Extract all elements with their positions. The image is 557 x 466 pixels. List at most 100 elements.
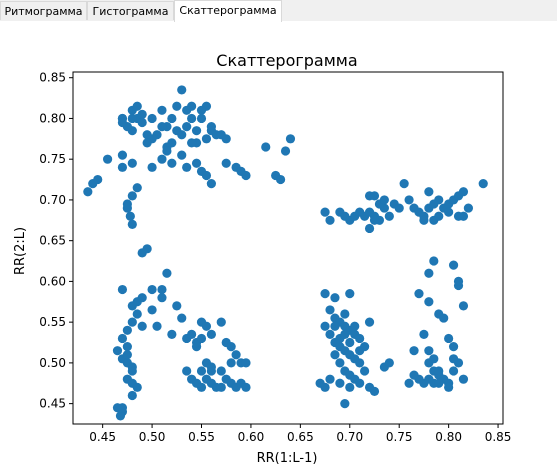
tab-bar: Ритмограмма Гистограмма Скаттерограмма [0,0,557,22]
scatter-point [216,317,226,327]
scatter-point [261,142,271,152]
scatter-point [177,85,187,95]
scatter-point [320,382,330,392]
scatter-point [157,293,167,303]
scatter-point [132,101,142,111]
scatter-point [350,321,360,331]
scatter-point [201,321,212,331]
scatter-point [345,289,355,299]
scatter-point [424,346,434,356]
scatter-point [404,195,414,205]
chart-panel: Скаттерограмма 0.45 0.50 0.55 0.60 0.65 0.70 0… [0,21,557,466]
scatter-point [142,244,152,254]
scatter-point [355,358,365,368]
scatter-point [221,134,231,144]
scatter-point [157,154,167,164]
scatter-point [330,350,340,360]
scatter-point [355,378,365,388]
data-points [83,85,488,421]
y-tick-label: 0.45 [39,397,66,411]
y-tick-label: 0.85 [39,71,66,85]
scatter-point [364,317,375,327]
tab-scattergram[interactable]: Скаттерограмма [174,0,282,22]
scatter-point [478,179,488,189]
y-axis-label: RR(2:L) [13,227,28,275]
scatter-point [434,366,444,376]
scatter-point [434,211,444,221]
scatter-point [345,382,355,392]
scatter-point [187,329,197,339]
scatter-point [458,187,469,197]
scatter-point [320,321,330,331]
scatter-point [122,350,132,360]
scatter-point [458,374,469,384]
axes: 0.45 0.50 0.55 0.60 0.65 0.70 0.75 0.80 0.85 0.45… [39,71,511,444]
scatter-point [127,158,137,168]
scatter-point [424,297,434,307]
x-tick-label: 0.65 [287,430,314,444]
scatter-point [355,346,365,356]
scatter-point [152,321,162,331]
scatter-point [419,215,429,225]
scatter-point [369,386,380,397]
scatter-point [280,146,291,156]
scatter-point [216,366,226,376]
scatter-point [320,207,330,217]
scatter-point [448,354,459,364]
scatter-point [453,276,464,287]
scatter-point [448,341,459,352]
tab-histogram[interactable]: Гистограмма [87,1,174,20]
scatter-point [157,121,167,132]
scatter-point [419,329,429,339]
scatter-point [231,350,241,360]
y-tick-label: 0.75 [39,152,66,166]
scatter-point [345,337,355,348]
scatter-point [127,191,137,201]
scatter-point [177,150,187,160]
scatter-point [196,333,207,344]
scatter-point [172,101,182,111]
scatter-point [201,170,212,181]
scatter-point [196,113,207,124]
scatter-point [187,101,197,111]
scatter-point [439,313,449,323]
scatter-point [285,134,296,144]
scatter-point [182,162,192,172]
scatter-point [196,105,207,115]
scatter-point [182,366,192,376]
scatter-point [409,346,419,356]
scatter-point [147,113,157,124]
scatter-point [117,150,128,160]
scatter-point [191,158,202,168]
scatter-point [226,341,236,352]
scatter-point [335,378,345,388]
scatter-point [275,174,286,185]
scatter-point [448,260,459,270]
scatter-point [384,211,394,221]
scatter-point [394,203,404,213]
scatter-point [325,329,335,339]
scatter-point [142,138,152,148]
scatter-point [201,134,212,144]
scatter-point [147,284,157,295]
y-tick-label: 0.55 [39,315,66,329]
scatter-point [325,215,335,225]
scatter-point [458,211,469,221]
scatter-point [463,203,474,213]
scatter-point [429,199,439,209]
scatter-point [424,374,434,384]
scatter-point [102,154,113,164]
scatter-point [320,289,330,299]
scatter-point [444,333,454,344]
scatter-point [117,333,128,344]
scatter-point [83,187,93,197]
tab-rhythmogram[interactable]: Ритмограмма [0,1,87,20]
scatter-point [115,411,126,421]
scatter-point [448,366,459,376]
scatter-point [162,268,172,278]
scatter-point [330,293,340,303]
x-tick-label: 0.60 [238,430,265,444]
scatter-point [137,109,147,119]
scatter-point [340,399,350,409]
scatter-point [117,162,128,172]
